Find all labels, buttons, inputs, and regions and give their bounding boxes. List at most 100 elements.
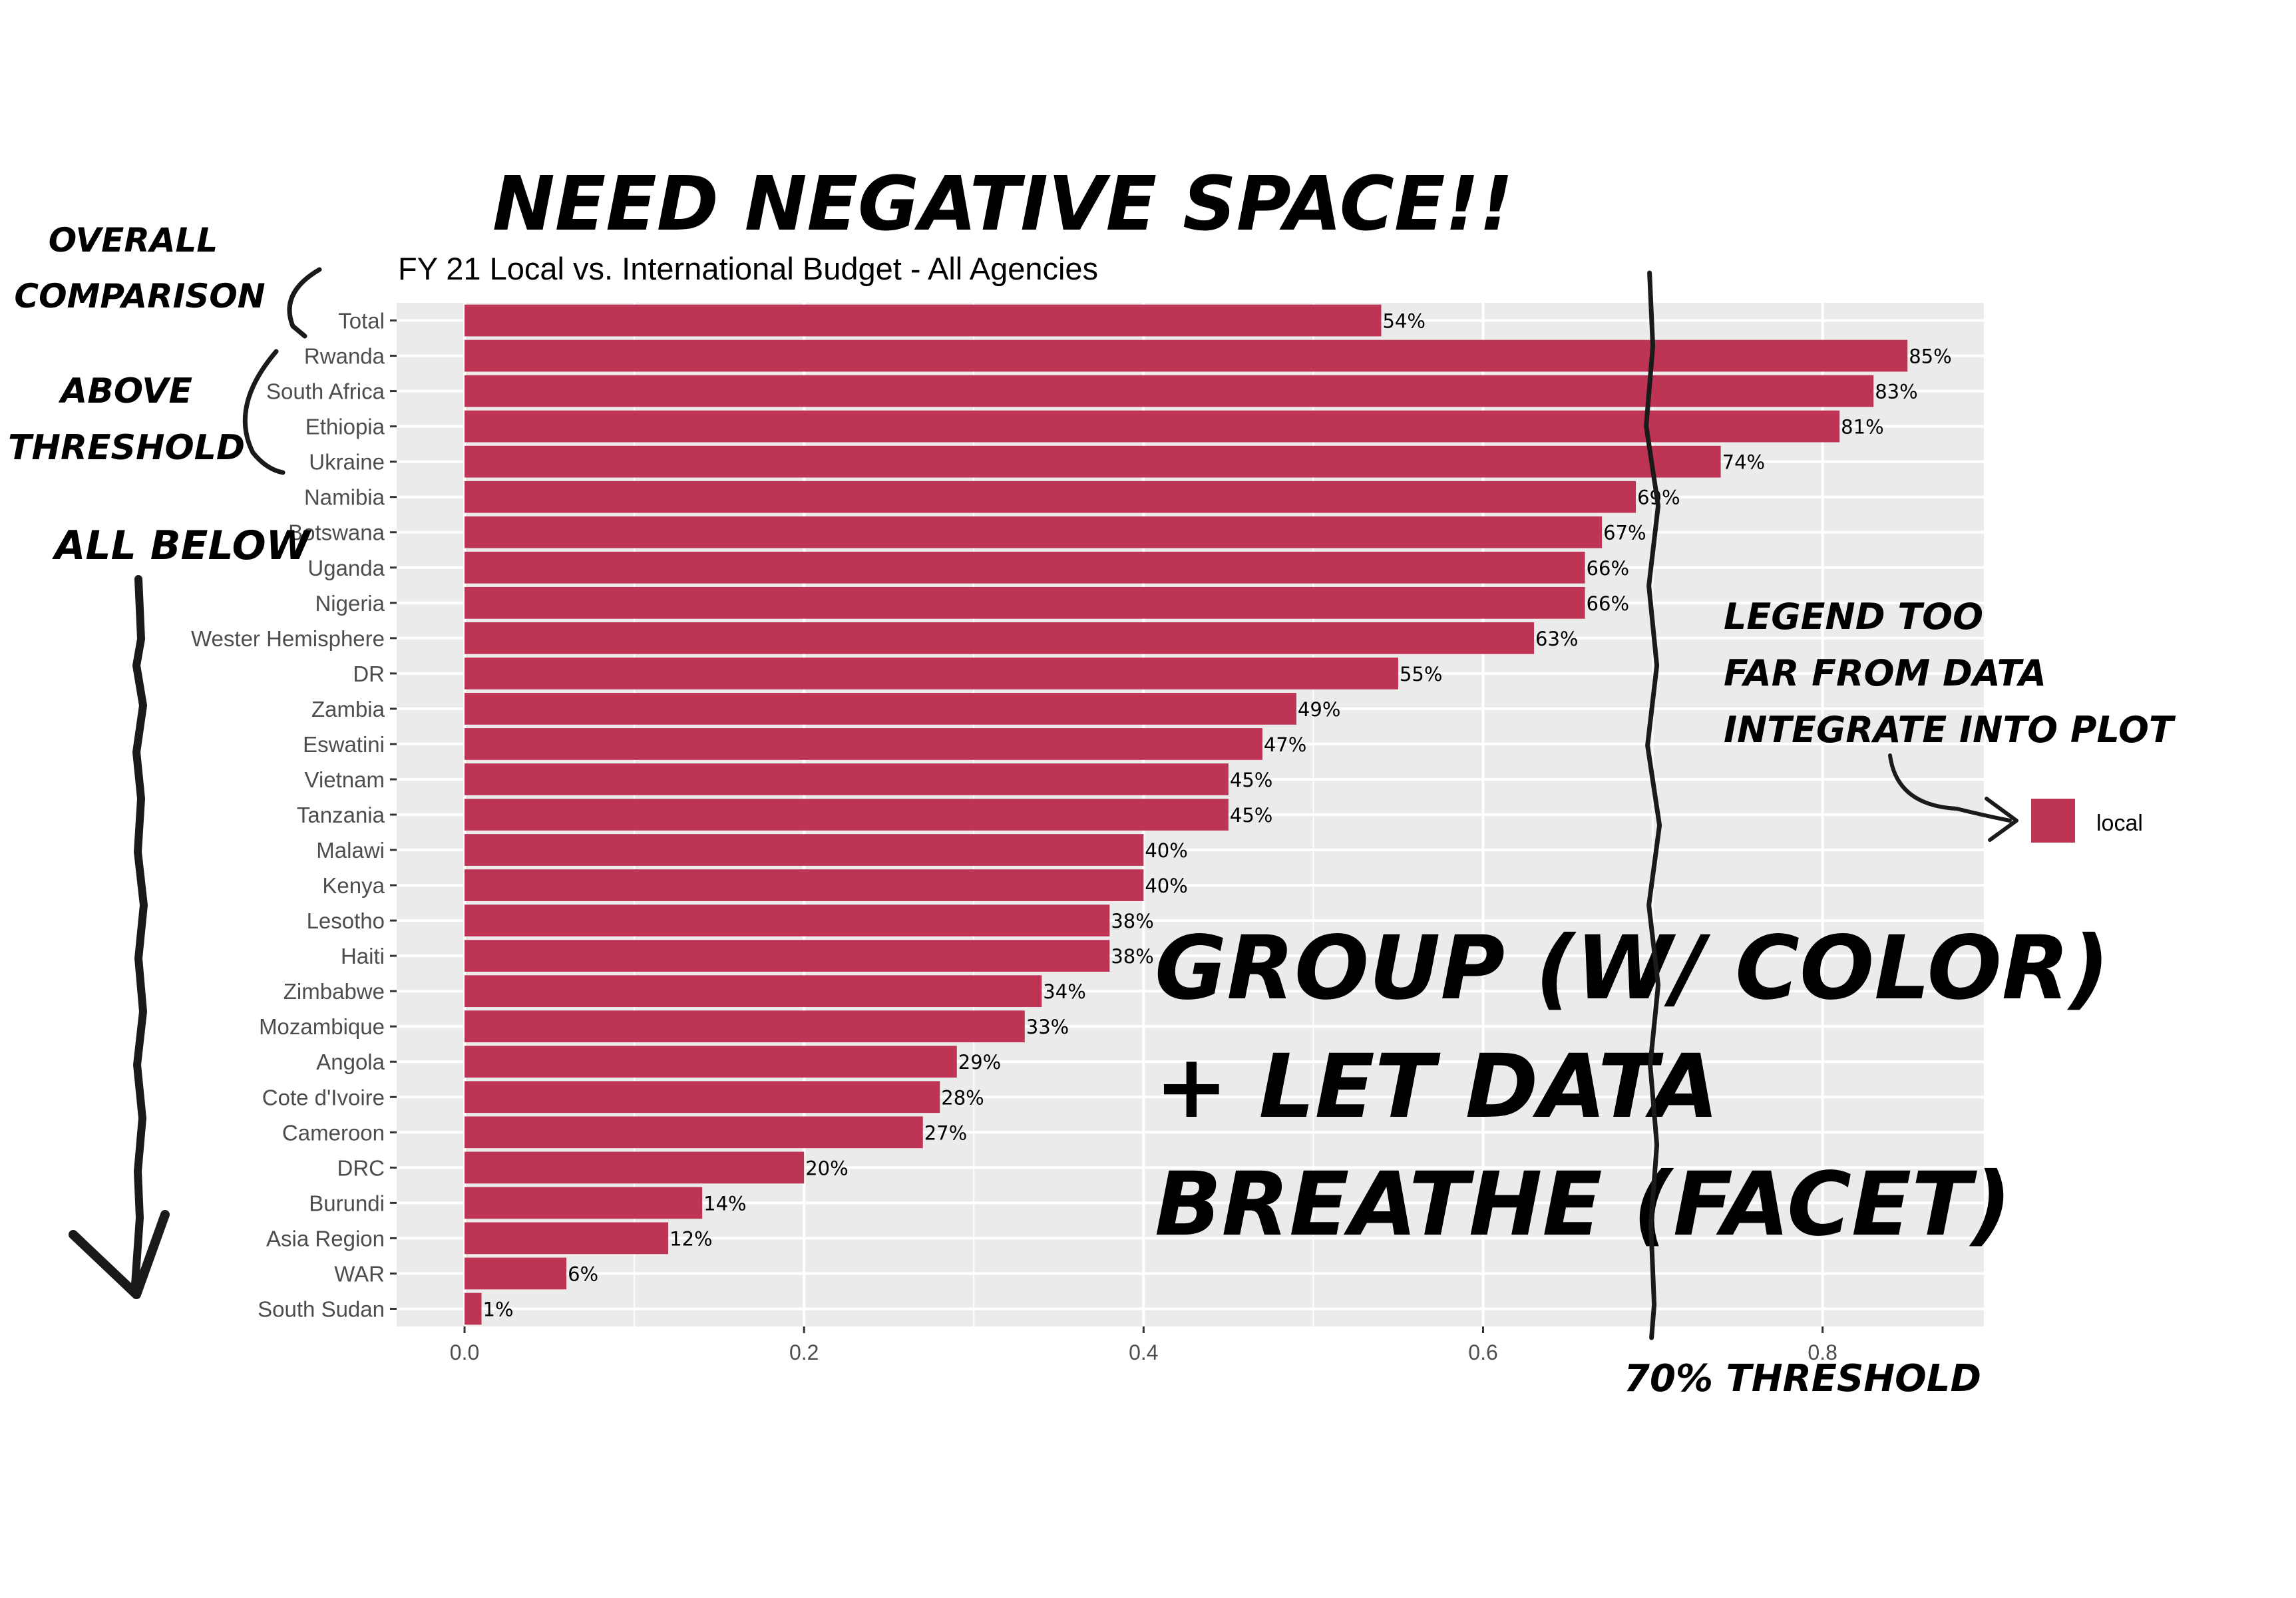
bar-value-label: 40% bbox=[1145, 875, 1187, 897]
y-category-label: Burundi bbox=[309, 1191, 385, 1215]
bar-value-label: 81% bbox=[1841, 416, 1883, 439]
overall-bracket bbox=[287, 267, 322, 339]
bar-value-label: 33% bbox=[1026, 1016, 1069, 1038]
y-category-label: Haiti bbox=[341, 944, 385, 968]
y-category-label: Malawi bbox=[316, 838, 385, 863]
x-tick-label: 0.8 bbox=[1808, 1340, 1837, 1364]
bar-value-label: 49% bbox=[1298, 698, 1340, 721]
y-category-label: Total bbox=[338, 309, 385, 333]
x-tick-label: 0.4 bbox=[1129, 1340, 1158, 1364]
bar-value-label: 14% bbox=[703, 1192, 746, 1215]
y-category-label: Ethiopia bbox=[305, 415, 385, 439]
group-note-line2: + LET DATA bbox=[1155, 1036, 1719, 1138]
bar-value-label: 55% bbox=[1400, 663, 1442, 686]
bar bbox=[465, 375, 1874, 407]
bar bbox=[465, 869, 1144, 901]
bar bbox=[465, 799, 1229, 831]
bar-value-label: 28% bbox=[941, 1086, 984, 1109]
bar bbox=[465, 693, 1296, 725]
y-category-label: DRC bbox=[337, 1155, 385, 1180]
bar-value-label: 20% bbox=[805, 1157, 848, 1179]
overall-comparison-note-line2: COMPARISON bbox=[14, 277, 265, 315]
bar-value-label: 47% bbox=[1264, 733, 1306, 756]
y-category-label: WAR bbox=[334, 1261, 385, 1286]
all-below-arrow-shaft bbox=[131, 575, 148, 1289]
y-category-label: South Sudan bbox=[258, 1297, 385, 1321]
threshold-label: 70% THRESHOLD bbox=[1624, 1357, 1981, 1400]
y-category-label: Lesotho bbox=[307, 908, 385, 933]
bar bbox=[465, 1081, 940, 1113]
y-category-label: Angola bbox=[316, 1050, 385, 1074]
bar bbox=[465, 834, 1144, 866]
bar bbox=[465, 1257, 567, 1290]
bar-value-label: 40% bbox=[1145, 839, 1187, 862]
threshold-line bbox=[1644, 270, 1662, 1340]
legend-note-arrowhead bbox=[1985, 797, 2018, 842]
bar-value-label: 74% bbox=[1722, 451, 1765, 474]
bar-value-label: 34% bbox=[1043, 980, 1085, 1003]
bar bbox=[465, 975, 1042, 1008]
bar bbox=[465, 1010, 1025, 1043]
y-category-label: Asia Region bbox=[266, 1226, 385, 1251]
y-category-label: Vietnam bbox=[305, 767, 385, 792]
bar-value-label: 29% bbox=[958, 1051, 1001, 1074]
bar-labels-group: 54%85%83%81%74%69%67%66%66%63%55%49%47%4… bbox=[483, 310, 1952, 1321]
legend-note-line1: LEGEND TOO bbox=[1724, 596, 1983, 638]
bar bbox=[465, 1222, 669, 1255]
bars-group bbox=[465, 304, 1908, 1325]
legend-note-line2: FAR FROM DATA bbox=[1724, 652, 2046, 694]
bar bbox=[465, 551, 1585, 584]
bar bbox=[465, 904, 1110, 936]
bar bbox=[465, 339, 1908, 372]
bar-value-label: 63% bbox=[1535, 628, 1578, 650]
y-category-label: Eswatini bbox=[303, 732, 385, 757]
y-category-label: Mozambique bbox=[259, 1014, 385, 1039]
y-category-label: Rwanda bbox=[304, 344, 385, 369]
group-note-line3: BREATHE (FACET) bbox=[1155, 1153, 2012, 1256]
bar-value-label: 45% bbox=[1230, 769, 1272, 791]
y-category-label: Ukraine bbox=[309, 450, 385, 475]
bar-value-label: 45% bbox=[1230, 804, 1272, 827]
headline-annotation: NEED NEGATIVE SPACE!! bbox=[492, 161, 1513, 248]
bar-value-label: 38% bbox=[1111, 910, 1153, 932]
group-note-line1: GROUP (W/ COLOR) bbox=[1155, 917, 2110, 1020]
y-category-label: Namibia bbox=[304, 485, 385, 510]
bar bbox=[465, 1151, 805, 1184]
x-tick-label: 0.2 bbox=[789, 1340, 819, 1364]
y-axis: Total Rwanda South Africa Ethiopia Ukraine Na… bbox=[191, 309, 397, 1321]
bar-value-label: 85% bbox=[1909, 345, 1951, 368]
bar bbox=[465, 410, 1840, 443]
bar bbox=[465, 622, 1535, 654]
bar bbox=[465, 763, 1229, 795]
y-category-label: Botswana bbox=[288, 520, 385, 545]
y-category-label: Kenya bbox=[322, 873, 385, 898]
bar-value-label: 38% bbox=[1111, 945, 1153, 968]
bar bbox=[465, 1187, 703, 1219]
y-category-label: Tanzania bbox=[297, 803, 385, 827]
overall-comparison-note-line1: OVERALL bbox=[49, 221, 218, 260]
bar-value-label: 1% bbox=[483, 1298, 514, 1320]
y-category-label: Cote d'Ivoire bbox=[262, 1085, 385, 1109]
bar-value-label: 66% bbox=[1587, 592, 1629, 615]
bar-value-label: 67% bbox=[1603, 522, 1646, 544]
bar bbox=[465, 516, 1603, 548]
x-tick-label: 0.0 bbox=[450, 1340, 479, 1364]
bar bbox=[465, 728, 1262, 760]
legend-key-local bbox=[2031, 799, 2075, 843]
bar bbox=[465, 657, 1398, 690]
bar bbox=[465, 940, 1110, 972]
bar bbox=[465, 481, 1636, 513]
bar-value-label: 54% bbox=[1382, 310, 1425, 333]
above-threshold-note-line2: THRESHOLD bbox=[8, 428, 245, 468]
above-threshold-note-line1: ABOVE bbox=[58, 371, 192, 411]
y-category-label: Wester Hemisphere bbox=[191, 626, 385, 651]
bar-value-label: 12% bbox=[670, 1227, 712, 1250]
bar-value-label: 66% bbox=[1587, 557, 1629, 580]
x-tick-label: 0.6 bbox=[1468, 1340, 1497, 1364]
legend-label-local: local bbox=[2096, 811, 2143, 836]
legend-note-arrow bbox=[1888, 753, 2012, 823]
y-category-label: Zambia bbox=[311, 697, 385, 721]
bar-value-label: 83% bbox=[1875, 381, 1917, 403]
y-category-label: Nigeria bbox=[315, 591, 385, 616]
